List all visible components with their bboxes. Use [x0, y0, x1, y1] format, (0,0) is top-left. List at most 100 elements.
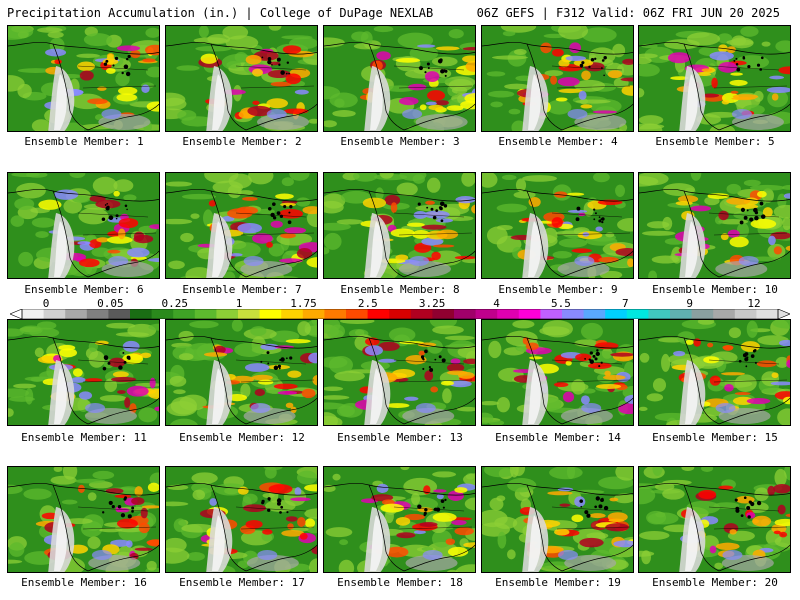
ensemble-member-map — [323, 172, 476, 279]
colorbar-swatch — [540, 309, 563, 319]
ensemble-member-map — [481, 466, 634, 573]
precipitation-map-graphic — [482, 26, 633, 131]
colorbar-swatch — [281, 309, 304, 319]
ensemble-member-caption: Ensemble Member: 4 — [498, 135, 618, 148]
precipitation-map-graphic — [166, 320, 317, 425]
ensemble-member-caption: Ensemble Member: 11 — [21, 431, 147, 444]
colorbar-tick-label: 12 — [747, 297, 761, 310]
colorbar-tick-label: 3.25 — [418, 297, 446, 310]
colorbar-min-arrow — [10, 309, 23, 319]
colorbar-swatch — [108, 309, 131, 319]
precipitation-map-graphic — [639, 467, 790, 572]
ensemble-member-caption: Ensemble Member: 10 — [652, 283, 778, 296]
ensemble-member-map — [7, 172, 160, 279]
ensemble-member-map — [7, 319, 160, 426]
ensemble-member-map — [481, 172, 634, 279]
ensemble-member-caption: Ensemble Member: 17 — [179, 576, 305, 589]
colorbar-swatch — [605, 309, 628, 319]
precipitation-map-graphic — [8, 467, 159, 572]
precipitation-colorbar — [10, 309, 790, 319]
ensemble-member-caption: Ensemble Member: 18 — [337, 576, 463, 589]
ensemble-member-map — [481, 319, 634, 426]
ensemble-member-map — [323, 466, 476, 573]
colorbar-swatch — [22, 309, 45, 319]
colorbar-swatch — [583, 309, 606, 319]
ensemble-member-caption: Ensemble Member: 1 — [24, 135, 144, 148]
precipitation-map-graphic — [8, 173, 159, 278]
ensemble-member-caption: Ensemble Member: 20 — [652, 576, 778, 589]
colorbar-swatch — [432, 309, 455, 319]
colorbar-tick-label: 1 — [235, 297, 243, 310]
colorbar-swatch — [259, 309, 282, 319]
colorbar-tick-label: 0.05 — [97, 297, 124, 310]
precipitation-map-graphic — [482, 173, 633, 278]
precipitation-map-graphic — [324, 173, 475, 278]
precipitation-map-graphic — [639, 173, 790, 278]
ensemble-member-map — [638, 172, 791, 279]
colorbar-max-arrow — [777, 309, 790, 319]
precipitation-map-graphic — [166, 173, 317, 278]
colorbar-swatch — [691, 309, 714, 319]
precipitation-map-graphic — [639, 26, 790, 131]
ensemble-member-map — [7, 25, 160, 132]
colorbar-swatch — [497, 309, 520, 319]
colorbar-swatch — [756, 309, 779, 319]
colorbar-swatch — [648, 309, 671, 319]
colorbar-tick-label: 5.5 — [550, 297, 571, 310]
ensemble-member-map — [165, 466, 318, 573]
colorbar-swatch — [173, 309, 196, 319]
colorbar-swatch — [670, 309, 693, 319]
ensemble-member-caption: Ensemble Member: 14 — [495, 431, 621, 444]
ensemble-member-caption: Ensemble Member: 8 — [340, 283, 460, 296]
colorbar-swatch — [43, 309, 66, 319]
precipitation-map-graphic — [324, 467, 475, 572]
colorbar-swatch — [130, 309, 153, 319]
model-run-info: 06Z GEFS | F312 Valid: 06Z FRI JUN 20 20… — [476, 6, 780, 20]
ensemble-member-caption: Ensemble Member: 9 — [498, 283, 618, 296]
colorbar-swatch — [734, 309, 757, 319]
ensemble-member-map — [638, 319, 791, 426]
colorbar-tick-label: 4 — [493, 297, 500, 310]
ensemble-member-caption: Ensemble Member: 13 — [337, 431, 463, 444]
precipitation-map-graphic — [639, 320, 790, 425]
colorbar-tick-label: 2.5 — [357, 297, 378, 310]
colorbar-swatch — [389, 309, 412, 319]
ensemble-member-map — [165, 319, 318, 426]
colorbar-swatch — [626, 309, 649, 319]
colorbar-swatch — [238, 309, 261, 319]
ensemble-member-map — [638, 466, 791, 573]
precipitation-map-graphic — [482, 467, 633, 572]
ensemble-member-caption: Ensemble Member: 3 — [340, 135, 460, 148]
ensemble-member-caption: Ensemble Member: 15 — [652, 431, 778, 444]
colorbar-tick-label: 1.75 — [290, 297, 317, 310]
precipitation-map-graphic — [8, 26, 159, 131]
colorbar-swatch — [302, 309, 325, 319]
precipitation-map-graphic — [324, 320, 475, 425]
colorbar-swatch — [151, 309, 174, 319]
colorbar-swatch — [86, 309, 109, 319]
ensemble-member-caption: Ensemble Member: 7 — [182, 283, 302, 296]
colorbar-swatch — [346, 309, 369, 319]
ensemble-member-caption: Ensemble Member: 2 — [182, 135, 302, 148]
colorbar-tick-label: 9 — [686, 297, 693, 310]
colorbar-swatch — [65, 309, 88, 319]
colorbar-tick-label: 0 — [42, 297, 50, 310]
ensemble-member-map — [638, 25, 791, 132]
colorbar-swatch — [454, 309, 477, 319]
precipitation-map-graphic — [166, 467, 317, 572]
ensemble-member-caption: Ensemble Member: 12 — [179, 431, 305, 444]
map-title: Precipitation Accumulation (in.) | Colle… — [7, 6, 434, 20]
precipitation-map-graphic — [8, 320, 159, 425]
colorbar-swatch — [410, 309, 433, 319]
ensemble-member-map — [323, 319, 476, 426]
colorbar-swatch — [216, 309, 239, 319]
ensemble-member-caption: Ensemble Member: 5 — [655, 135, 775, 148]
ensemble-member-map — [165, 25, 318, 132]
colorbar-swatch — [562, 309, 585, 319]
colorbar-swatch — [518, 309, 541, 319]
precipitation-map-graphic — [166, 26, 317, 131]
colorbar-swatch — [324, 309, 347, 319]
colorbar-swatch — [713, 309, 736, 319]
colorbar-tick-label: 7 — [621, 297, 629, 310]
precipitation-map-graphic — [482, 320, 633, 425]
